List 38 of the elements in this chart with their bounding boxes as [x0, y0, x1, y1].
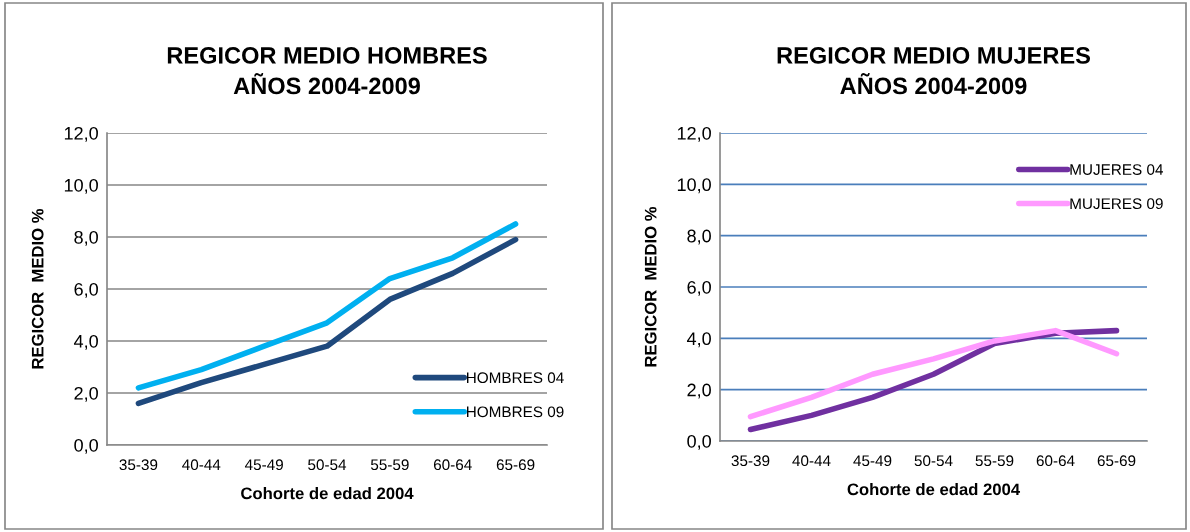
x-tick-label: 60-64 [1036, 455, 1075, 467]
y-tick-label: 8,0 [74, 230, 98, 246]
y-tick-label: 6,0 [74, 282, 98, 298]
x-tick-label: 50-54 [914, 455, 953, 467]
y-tick-label: 0,0 [687, 434, 711, 450]
x-tick-label: 60-64 [433, 459, 472, 471]
x-tick-label: 55-59 [370, 459, 409, 471]
y-tick-label: 2,0 [687, 383, 711, 399]
legend-label: MUJERES 09 [1070, 198, 1163, 210]
x-axis-title: Cohorte de edad 2004 [241, 487, 414, 500]
x-tick-label: 65-69 [1097, 455, 1136, 467]
y-tick-label: 4,0 [686, 332, 711, 348]
legend-label: MUJERES 04 [1070, 164, 1164, 175]
x-tick-label: 45-49 [853, 455, 892, 467]
x-tick-label: 65-69 [496, 459, 535, 471]
x-tick-label: 55-59 [975, 455, 1014, 467]
chart-title: REGICOR MEDIO MUJERES AÑOS 2004-2009 [777, 47, 1090, 95]
y-tick-label: 8,0 [687, 229, 711, 245]
y-axis-title: REGICOR MEDIO % [31, 208, 44, 369]
x-tick-label: 35-39 [119, 459, 158, 471]
x-tick-label: 45-49 [244, 459, 283, 471]
x-axis-title: Cohorte de edad 2004 [847, 483, 1021, 496]
x-tick-label: 35-39 [731, 455, 770, 467]
y-tick-label: 12,0 [677, 126, 711, 142]
x-tick-label: 40-44 [792, 455, 831, 467]
x-tick-label: 40-44 [182, 459, 221, 471]
y-tick-label: 10,0 [64, 178, 98, 194]
y-tick-label: 4,0 [73, 334, 98, 350]
y-tick-label: 0,0 [74, 438, 98, 454]
legend-label: HOMBRES 04 [467, 372, 564, 384]
y-axis-title: REGICOR MEDIO % [644, 206, 657, 367]
chart-title: REGICOR MEDIO HOMBRES AÑOS 2004-2009 [167, 47, 487, 95]
x-tick-label: 50-54 [308, 459, 347, 471]
y-tick-label: 10,0 [677, 178, 711, 194]
y-tick-label: 2,0 [74, 386, 98, 402]
y-tick-label: 12,0 [64, 126, 98, 142]
y-tick-label: 6,0 [687, 280, 711, 296]
legend-label: HOMBRES 09 [467, 406, 564, 418]
